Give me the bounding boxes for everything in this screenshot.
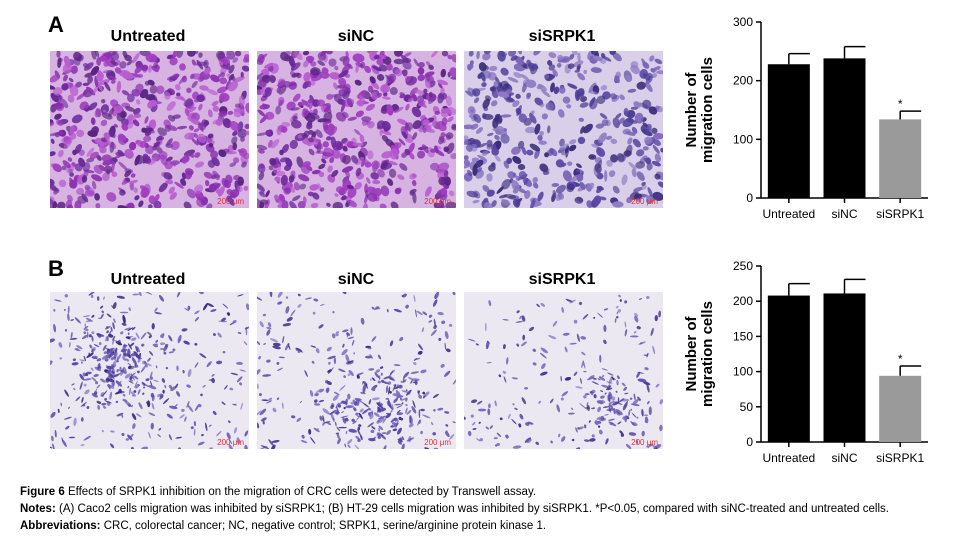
bar-untreated [767,64,810,198]
scale-bar-label: 200 μm [631,438,658,447]
scale-bar-label: 200 μm [217,438,244,447]
abbreviations-text: CRC, colorectal cancer; NC, negative con… [103,520,547,532]
caption-notes-line: Notes: (A) Caco2 cells migration was inh… [20,501,960,518]
scale-bar-label: 200 μm [424,197,451,206]
significance-star: * [898,352,903,366]
y-tick-label: 300 [733,15,753,29]
panel-a-bar-chart: 0 100 200 300 Number of migration cells Untrea… [683,15,928,221]
y-tick-label: 0 [746,435,753,449]
bar-sinc [823,58,866,198]
y-tick-label: 50 [740,400,754,414]
y-tick-label: 200 [733,74,753,88]
significance-star: * [898,97,903,111]
x-tick-label: siNC [832,207,858,221]
panel-a-title-untreated: Untreated [110,28,186,45]
panel-b-bar-chart: 0 50 100 150 200 250 Number of migration cells U… [683,259,928,465]
notes-label: Notes: [20,503,56,515]
panel-b-micrograph-sinc: 200 μm [257,292,456,449]
panel-a-micrograph-sisrpk1: 200 μm [464,51,663,208]
panel-b-label: B [48,256,64,281]
y-axis-title-line2: migration cells [699,57,716,163]
panel-a-label: A [48,12,64,37]
panel-a-micrograph-sinc: 200 μm [257,51,456,208]
bar-untreated [767,295,810,442]
panel-b-title-untreated: Untreated [110,271,186,288]
panel-a-micrograph-untreated: 200 μm [50,51,249,208]
y-tick-label: 100 [733,365,753,379]
figure-text: Effects of SRPK1 inhibition on the migra… [67,486,537,498]
scale-bar-label: 200 μm [631,197,658,206]
x-tick-label: Untreated [762,451,815,465]
panel-b-title-sinc: siNC [337,271,375,288]
y-axis-title-line2: migration cells [699,301,716,407]
figure-label: Figure 6 [20,486,65,498]
panel-b-title-sisrpk1: siSRPK1 [528,271,596,288]
y-axis-title-line1: Number of [683,315,700,391]
bar-sisrpk1 [879,119,922,198]
panel-b-micrograph-sisrpk1: 200 μm [464,292,663,449]
y-tick-label: 100 [733,132,753,146]
notes-text: (A) Caco2 cells migration was inhibited … [58,503,889,515]
caption-abbreviations-line: Abbreviations: CRC, colorectal cancer; N… [20,518,960,535]
x-tick-label: siSRPK1 [876,451,924,465]
bar-sinc [823,293,866,442]
bar-sisrpk1 [879,375,922,442]
scale-bar-label: 200 μm [217,197,244,206]
x-tick-label: siSRPK1 [876,207,924,221]
x-tick-label: siNC [832,451,858,465]
abbreviations-label: Abbreviations: [20,520,101,532]
y-tick-label: 250 [733,259,753,273]
panel-a-title-sisrpk1: siSRPK1 [528,28,596,45]
panel-a-title-sinc: siNC [337,28,375,45]
caption-figure-line: Figure 6 Effects of SRPK1 inhibition on … [20,484,960,501]
y-tick-label: 150 [733,329,753,343]
y-tick-label: 200 [733,294,753,308]
y-tick-label: 0 [746,191,753,205]
y-axis-title: Number of migration cells [683,301,716,407]
y-axis-title: Number of migration cells [683,57,716,163]
panel-b-micrograph-untreated: 200 μm [50,292,249,449]
x-tick-label: Untreated [762,207,815,221]
y-axis-title-line1: Number of [683,71,700,147]
scale-bar-label: 200 μm [424,438,451,447]
figure-caption: Figure 6 Effects of SRPK1 inhibition on … [20,484,960,535]
